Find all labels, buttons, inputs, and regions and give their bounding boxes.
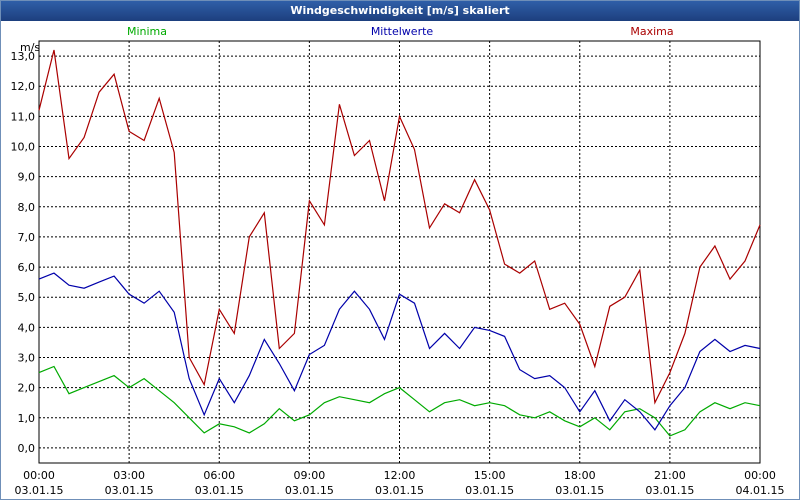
y-tick-label: 8,0	[18, 201, 36, 214]
x-tick-date: 03.01.15	[15, 484, 64, 497]
x-tick-date: 03.01.15	[285, 484, 334, 497]
chart-title: Windgeschwindigkeit [m/s] skaliert	[1, 1, 799, 21]
y-tick-label: 2,0	[18, 382, 36, 395]
x-tick-time: 03:00	[113, 469, 145, 482]
y-tick-label: 3,0	[18, 352, 36, 365]
legend-minima: Minima	[127, 25, 167, 38]
y-tick-label: 13,0	[11, 50, 36, 63]
x-tick-date: 03.01.15	[375, 484, 424, 497]
x-tick-date: 03.01.15	[195, 484, 244, 497]
y-tick-label: 9,0	[18, 171, 36, 184]
y-tick-label: 10,0	[11, 141, 36, 154]
x-tick-date: 03.01.15	[645, 484, 694, 497]
grid	[38, 40, 761, 464]
x-tick-time: 06:00	[203, 469, 235, 482]
x-tick-time: 15:00	[474, 469, 506, 482]
y-axis-label: m/s	[20, 41, 40, 54]
series-line-maxima	[38, 49, 761, 405]
y-tick-label: 4,0	[18, 321, 36, 334]
y-tick-label: 6,0	[18, 261, 36, 274]
series-line-mittelwerte	[38, 272, 761, 431]
y-tick-label: 5,0	[18, 291, 36, 304]
x-tick-time: 00:00	[744, 469, 776, 482]
x-tick-time: 18:00	[564, 469, 596, 482]
x-tick-time: 09:00	[294, 469, 326, 482]
y-tick-label: 1,0	[18, 412, 36, 425]
x-tick-date: 03.01.15	[105, 484, 154, 497]
y-axis-ticks: 0,0 1,0 2,0 3,0 4,0 5,0 6,0 7,0 8,0 9,0 10,0 11,0 12…	[11, 50, 36, 455]
x-tick-date: 04.01.15	[736, 484, 785, 497]
y-tick-label: 0,0	[18, 442, 36, 455]
x-tick-time: 12:00	[384, 469, 416, 482]
y-tick-label: 12,0	[11, 80, 36, 93]
x-tick-date: 03.01.15	[555, 484, 604, 497]
y-tick-label: 7,0	[18, 231, 36, 244]
y-tick-label: 11,0	[11, 110, 36, 123]
series-line-minima	[38, 365, 761, 437]
plot-border	[38, 40, 761, 464]
x-tick-date: 03.01.15	[465, 484, 514, 497]
x-tick-time: 00:00	[23, 469, 55, 482]
series-lines	[38, 49, 761, 437]
legend-maxima: Maxima	[630, 25, 673, 38]
legend-mittelwerte: Mittelwerte	[371, 25, 434, 38]
x-tick-time: 21:00	[654, 469, 686, 482]
x-axis-ticks: 00:00 03.01.15 03:00 03.01.15 06:00 03.01.15 0…	[15, 469, 785, 497]
